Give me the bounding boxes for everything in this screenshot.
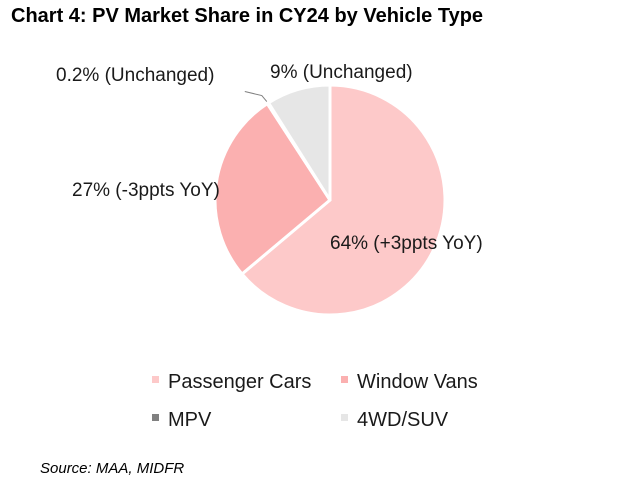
- data-label-passenger-cars: 64% (+3ppts YoY): [330, 233, 483, 254]
- legend-label-window-vans: Window Vans: [357, 371, 478, 393]
- legend-item-4wd-suv: 4WD/SUV: [341, 409, 449, 431]
- legend-label-4wd-suv: 4WD/SUV: [357, 409, 449, 431]
- legend-swatch-window-vans: [341, 376, 348, 383]
- source-note: Source: MAA, MIDFR: [40, 460, 185, 477]
- legend: Passenger Cars Window Vans MPV 4WD/SUV: [152, 371, 478, 431]
- legend-label-mpv: MPV: [168, 409, 212, 431]
- pie-slice-window-vans: [213, 102, 332, 276]
- legend-item-window-vans: Window Vans: [341, 371, 478, 393]
- slice-labels: 64% (+3ppts YoY) 27% (-3ppts YoY) 0.2% (Un…: [56, 62, 483, 254]
- pie-slice-passenger-cars: [240, 83, 447, 317]
- legend-item-mpv: MPV: [152, 409, 212, 431]
- leader-line-mpv: [244, 91, 268, 102]
- legend-swatch-passenger-cars: [152, 376, 159, 383]
- legend-item-passenger-cars: Passenger Cars: [152, 371, 311, 393]
- data-label-mpv: 0.2% (Unchanged): [56, 65, 214, 86]
- chart-title: Chart 4: PV Market Share in CY24 by Vehi…: [11, 5, 484, 27]
- legend-swatch-mpv: [152, 414, 159, 421]
- pie-slice-4wd-suv: [266, 83, 332, 202]
- data-label-window-vans: 27% (-3ppts YoY): [72, 180, 220, 201]
- data-label-4wd-suv: 9% (Unchanged): [270, 62, 413, 83]
- leader-lines: [244, 91, 268, 102]
- legend-label-passenger-cars: Passenger Cars: [168, 371, 311, 393]
- legend-swatch-4wd-suv: [341, 414, 348, 421]
- pie-slices: [213, 83, 447, 317]
